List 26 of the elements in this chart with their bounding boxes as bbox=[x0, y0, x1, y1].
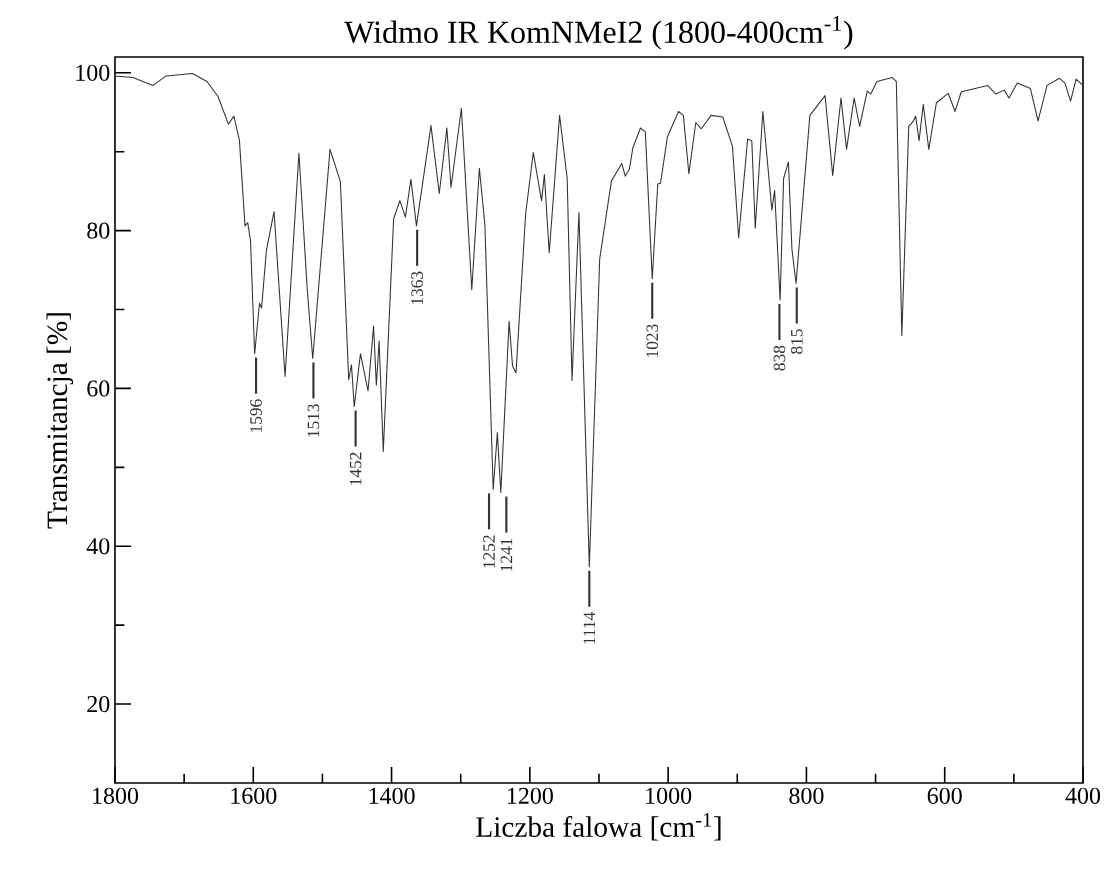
x-axis-title: Liczba falowa [cm$^{-1}$] bbox=[476, 813, 721, 841]
chart-title: Widmo IR KomNMeI2 (1800-400cm$^{-1}$) bbox=[344, 15, 853, 50]
x-tick-label: 1800 bbox=[93, 787, 139, 804]
annotation: 1114 bbox=[583, 612, 596, 644]
annotation: 1363 bbox=[411, 271, 423, 305]
x-tick-label: 1000 bbox=[646, 787, 692, 804]
x-tick-label: 600 bbox=[927, 787, 962, 804]
x-tick-label: 1600 bbox=[231, 787, 277, 804]
annotation: 1241 bbox=[500, 538, 513, 571]
annotation: 1023 bbox=[646, 324, 659, 357]
y-tick-label: 80 bbox=[87, 222, 110, 239]
x-tick-label: 800 bbox=[789, 787, 824, 804]
annotation: 1596 bbox=[250, 399, 262, 432]
annotation: 838 bbox=[773, 345, 786, 371]
x-tick-label: 1400 bbox=[369, 787, 415, 804]
annotation: 1252 bbox=[483, 535, 495, 568]
y-tick-label: 60 bbox=[87, 380, 110, 397]
y-axis-title: Transmitancja [%] bbox=[46, 313, 74, 529]
annotation: 1513 bbox=[307, 404, 320, 437]
x-tick-label: 1200 bbox=[507, 787, 553, 804]
x-tick-label: 400 bbox=[1065, 787, 1101, 804]
y-tick-label: 100 bbox=[76, 64, 110, 81]
annotation: 815 bbox=[790, 329, 803, 354]
y-tick-label: 40 bbox=[86, 538, 110, 555]
y-tick-label: 20 bbox=[87, 695, 110, 713]
annotation: 1452 bbox=[349, 452, 362, 485]
